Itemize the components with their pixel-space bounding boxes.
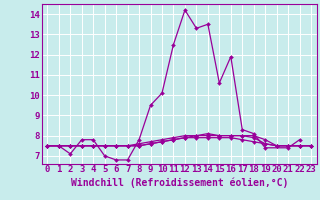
X-axis label: Windchill (Refroidissement éolien,°C): Windchill (Refroidissement éolien,°C) — [70, 177, 288, 188]
